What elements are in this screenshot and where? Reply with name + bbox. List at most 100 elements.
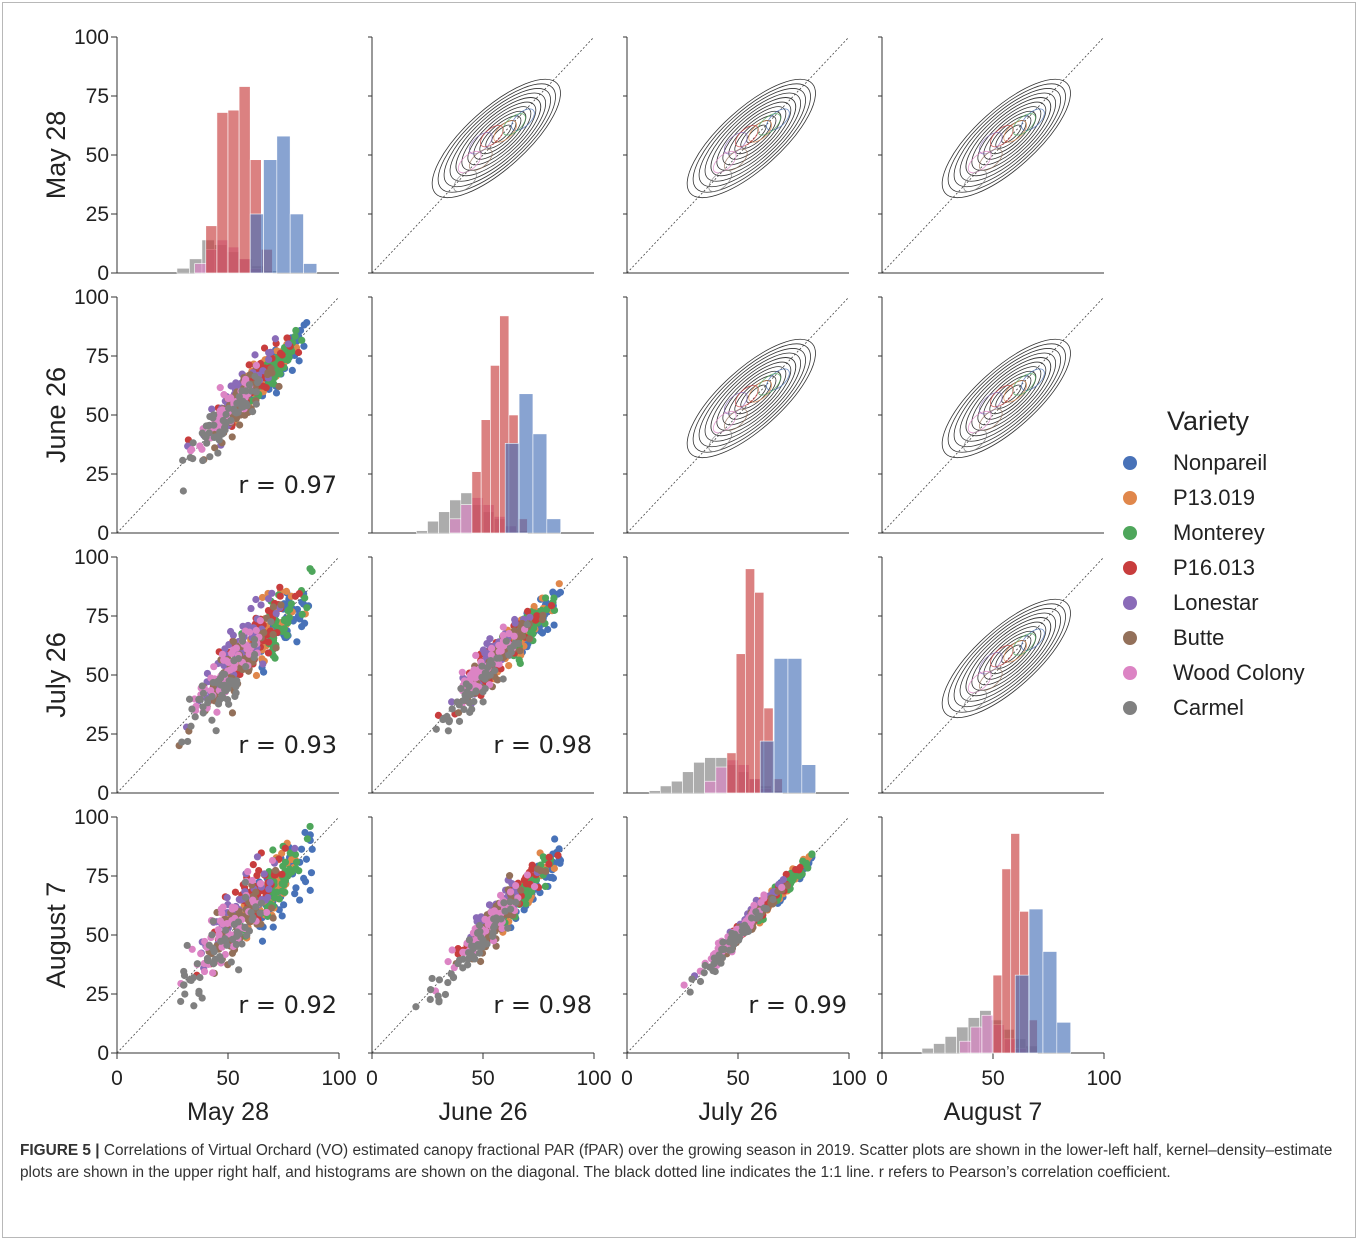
scatter-point [554, 852, 561, 859]
one-to-one-line [372, 37, 594, 273]
kde-contour [685, 74, 819, 202]
scatter-point [466, 709, 473, 716]
scatter-point [230, 646, 237, 653]
histogram-bar [533, 434, 547, 533]
kde-contours [670, 61, 832, 215]
scatter-point [259, 938, 266, 945]
scatter-point [551, 835, 558, 842]
scatter-point [687, 988, 694, 995]
correlation-label: r = 0.93 [238, 731, 337, 759]
scatter-point [252, 903, 259, 910]
scatter-point [196, 442, 203, 449]
x-tick-label: 0 [366, 1067, 378, 1090]
legend-marker [1123, 701, 1137, 715]
y-tick-label: 100 [74, 26, 109, 49]
scatter-point [445, 727, 452, 734]
x-tick-label: 0 [621, 1067, 633, 1090]
scatter-point [756, 912, 763, 919]
scatter-point [429, 975, 436, 982]
scatter-point [286, 865, 293, 872]
scatter-point [239, 638, 246, 645]
scatter-point [215, 700, 222, 707]
scatter-point [231, 921, 238, 928]
scatter-point [240, 403, 247, 410]
scatter-point [223, 942, 230, 949]
scatter-point [236, 421, 243, 428]
scatter-point [229, 433, 236, 440]
scatter-point [471, 666, 478, 673]
scatter-point [303, 604, 310, 611]
scatter-point [449, 705, 456, 712]
scatter-point [229, 709, 236, 716]
scatter-point [507, 906, 514, 913]
scatter-point [259, 594, 266, 601]
scatter-point [730, 941, 737, 948]
scatter-point [235, 966, 242, 973]
scatter-point [460, 956, 467, 963]
scatter-point [180, 982, 187, 989]
scatter-point [283, 632, 290, 639]
histogram-bar [993, 975, 1002, 1053]
legend-label: Carmel [1173, 695, 1244, 721]
scatter-point [208, 693, 215, 700]
legend-title: Variety [1167, 406, 1249, 437]
legend-label: P13.019 [1173, 485, 1255, 511]
scatter-point [281, 625, 288, 632]
scatter-point [277, 601, 284, 608]
histogram-bar [428, 521, 439, 533]
scatter-point [481, 649, 488, 656]
scatter-point [293, 859, 300, 866]
scatter-point [260, 669, 267, 676]
scatter-point [479, 688, 486, 695]
scatter-point [251, 351, 258, 358]
y-tick-label: 50 [86, 144, 109, 167]
scatter-point [253, 672, 260, 679]
scatter-point [232, 379, 239, 386]
scatter-point [281, 889, 288, 896]
scatter-point [500, 623, 507, 630]
scatter-point [796, 864, 803, 871]
scatter-point [196, 974, 203, 981]
scatter-point [490, 915, 497, 922]
kde-contour [940, 74, 1074, 202]
scatter-point [214, 449, 221, 456]
scatter-point [277, 593, 284, 600]
one-to-one-line [882, 297, 1104, 533]
scatter-point [232, 409, 239, 416]
scatter-point [204, 957, 211, 964]
y-tick-label: 50 [86, 924, 109, 947]
scatter-point [709, 967, 716, 974]
scatter-point [293, 638, 300, 645]
kde-contour [940, 594, 1074, 722]
kde-contour [707, 92, 800, 181]
y-tick-label: 25 [86, 723, 109, 746]
scatter-point [531, 883, 538, 890]
scatter-point [433, 726, 440, 733]
scatter-point [187, 723, 194, 730]
scatter-point [270, 924, 277, 931]
scatter-point [247, 605, 254, 612]
correlation-label: r = 0.92 [238, 991, 337, 1019]
scatter-point [512, 899, 519, 906]
scatter-point [230, 638, 237, 645]
scatter-point [250, 861, 257, 868]
x-axis-label: August 7 [944, 1098, 1043, 1126]
one-to-one-line [882, 37, 1104, 273]
scatter-point [213, 727, 220, 734]
kde-contour [925, 321, 1087, 475]
scatter-point [231, 657, 238, 664]
scatter-point [808, 851, 815, 858]
x-tick-label: 100 [831, 1067, 866, 1090]
scatter-point [222, 927, 229, 934]
scatter-point [697, 978, 704, 985]
scatter-point [285, 340, 292, 347]
scatter-point [457, 685, 464, 692]
y-tick-label: 50 [86, 404, 109, 427]
scatter-point [252, 596, 259, 603]
y-tick-label: 0 [97, 522, 109, 545]
scatter-point [303, 856, 310, 863]
scatter-point [190, 974, 197, 981]
scatter-point [296, 357, 303, 364]
scatter-point [277, 361, 284, 368]
scatter-point [445, 958, 452, 965]
